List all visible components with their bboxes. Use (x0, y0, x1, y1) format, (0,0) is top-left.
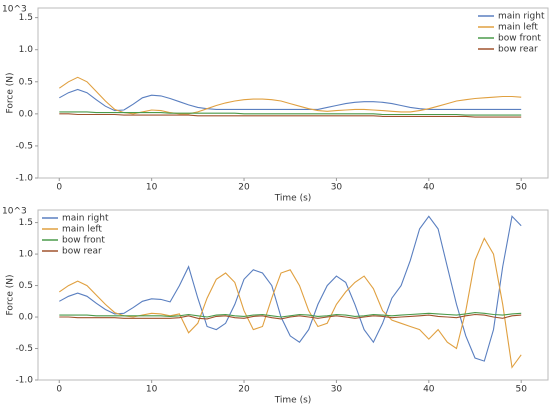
x-tick-label: 20 (238, 183, 250, 193)
legend-label: main left (498, 23, 538, 33)
legend-label: bow rear (498, 45, 538, 55)
y-tick-label: 1.5 (19, 218, 33, 228)
legend-label: bow rear (62, 247, 102, 257)
x-tick-label: 0 (56, 385, 62, 395)
x-tick-label: 10 (146, 385, 158, 395)
y-multiplier: 10^3 (2, 5, 27, 15)
series-line (59, 88, 522, 112)
series-line (58, 237, 522, 369)
series-line (59, 313, 522, 320)
plot-frame (37, 209, 549, 381)
x-tick-label: 50 (515, 385, 527, 395)
x-axis-label: Time (s) (274, 396, 312, 406)
y-tick-label: 0.5 (19, 281, 33, 291)
series-line (59, 215, 522, 362)
y-tick-label: -0.5 (15, 141, 33, 151)
y-axis-label: Force (N) (6, 275, 16, 316)
legend-label: main right (498, 12, 545, 22)
x-tick-label: 10 (146, 183, 158, 193)
x-tick-label: 40 (423, 183, 435, 193)
plot-frame (37, 7, 549, 179)
x-tick-label: 50 (515, 183, 527, 193)
y-axis-label: Force (N) (6, 73, 16, 114)
legend-label: bow front (62, 236, 105, 246)
x-tick-label: 20 (238, 385, 250, 395)
x-tick-label: 40 (423, 385, 435, 395)
series-line (58, 76, 522, 115)
y-tick-label: 1.0 (19, 45, 34, 55)
series-line (59, 113, 522, 118)
series-line (59, 111, 522, 116)
x-tick-label: 30 (331, 385, 343, 395)
x-axis-label: Time (s) (274, 194, 312, 204)
y-tick-label: 0.5 (19, 77, 33, 87)
legend-label: bow front (498, 34, 541, 44)
y-multiplier: 10^3 (2, 207, 27, 217)
legend-label: main right (62, 214, 109, 224)
x-tick-label: 30 (331, 183, 343, 193)
y-tick-label: -1.0 (15, 376, 33, 386)
y-tick-label: -1.0 (15, 174, 33, 184)
y-tick-label: 0.0 (19, 109, 34, 119)
y-tick-label: 1.0 (19, 250, 34, 260)
y-tick-label: 0.0 (19, 313, 34, 323)
legend-label: main left (62, 225, 102, 235)
y-tick-label: 1.5 (19, 13, 33, 23)
x-tick-label: 0 (56, 183, 62, 193)
y-tick-label: -0.5 (15, 344, 33, 354)
series-line (59, 312, 522, 318)
